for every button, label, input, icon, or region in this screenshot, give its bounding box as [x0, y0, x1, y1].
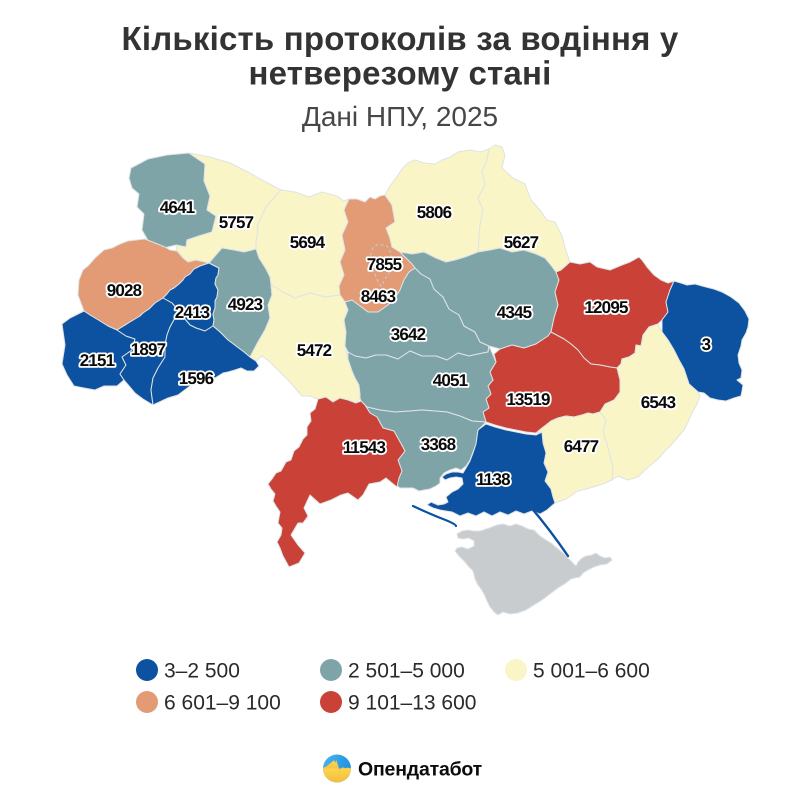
svg-text:3: 3	[702, 335, 711, 354]
svg-text:11543: 11543	[343, 438, 386, 457]
svg-text:9028: 9028	[107, 281, 142, 300]
svg-text:1897: 1897	[131, 340, 166, 359]
svg-text:4051: 4051	[433, 371, 468, 390]
svg-text:4345: 4345	[497, 303, 532, 322]
svg-text:9 101–13 600: 9 101–13 600	[348, 691, 476, 714]
svg-text:4923: 4923	[228, 295, 263, 314]
svg-text:6 601–9 100: 6 601–9 100	[164, 691, 281, 714]
svg-text:8463: 8463	[361, 287, 396, 306]
svg-text:нетверезому стані: нетверезому стані	[249, 55, 552, 92]
svg-text:12095: 12095	[584, 298, 628, 317]
svg-text:1138: 1138	[476, 470, 510, 489]
svg-text:4641: 4641	[160, 198, 195, 217]
svg-text:6543: 6543	[641, 393, 676, 412]
svg-text:1596: 1596	[179, 369, 214, 388]
svg-text:5806: 5806	[417, 203, 452, 222]
svg-text:5472: 5472	[297, 341, 332, 360]
svg-text:3368: 3368	[421, 435, 456, 454]
svg-text:13519: 13519	[506, 390, 550, 409]
svg-text:3–2 500: 3–2 500	[164, 659, 240, 682]
svg-text:5694: 5694	[290, 233, 326, 252]
svg-text:5627: 5627	[504, 233, 539, 252]
svg-text:5757: 5757	[219, 213, 254, 232]
svg-text:3642: 3642	[391, 325, 426, 344]
svg-text:6477: 6477	[564, 437, 599, 456]
svg-text:Дані НПУ, 2025: Дані НПУ, 2025	[302, 101, 498, 132]
svg-text:2413: 2413	[175, 303, 210, 322]
svg-text:5 001–6 600: 5 001–6 600	[533, 659, 650, 682]
svg-text:7855: 7855	[367, 255, 402, 274]
svg-text:2151: 2151	[80, 351, 115, 370]
svg-text:Опендатабот: Опендатабот	[358, 759, 482, 781]
svg-text:2 501–5 000: 2 501–5 000	[348, 659, 465, 682]
svg-text:Кількість протоколів за водінн: Кількість протоколів за водіння у	[122, 20, 679, 57]
